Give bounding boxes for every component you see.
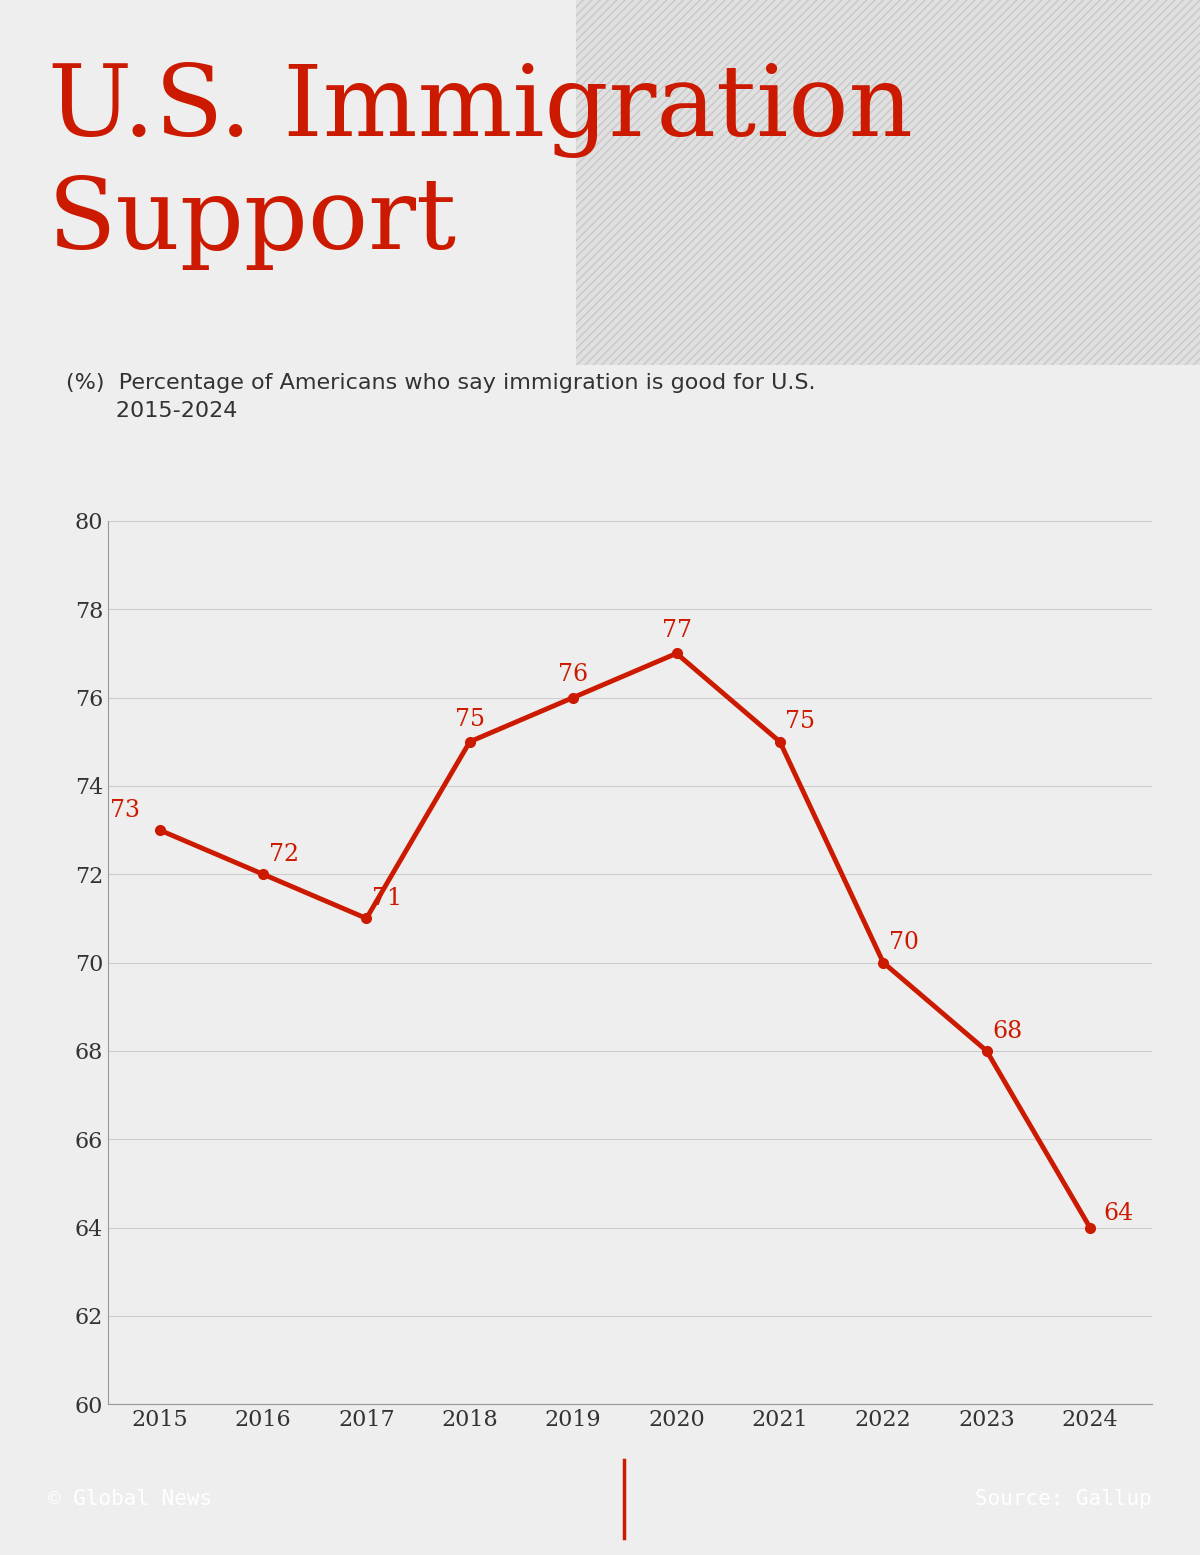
Text: © Global News: © Global News <box>48 1490 212 1508</box>
Text: 73: 73 <box>110 799 140 821</box>
Text: Source: Gallup: Source: Gallup <box>976 1490 1152 1508</box>
Text: U.S. Immigration: U.S. Immigration <box>48 62 913 159</box>
Text: Support: Support <box>48 174 457 271</box>
Text: 68: 68 <box>992 1020 1022 1042</box>
Text: 75: 75 <box>455 708 485 731</box>
Text: 70: 70 <box>889 931 919 955</box>
Text: 71: 71 <box>372 886 402 910</box>
Text: 2015-2024: 2015-2024 <box>66 401 238 421</box>
Text: 64: 64 <box>1104 1202 1134 1225</box>
Text: 75: 75 <box>786 711 816 734</box>
Text: 77: 77 <box>661 619 691 642</box>
Text: 76: 76 <box>558 664 588 686</box>
Text: 72: 72 <box>269 843 299 866</box>
Text: (%)  Percentage of Americans who say immigration is good for U.S.: (%) Percentage of Americans who say immi… <box>66 373 816 393</box>
